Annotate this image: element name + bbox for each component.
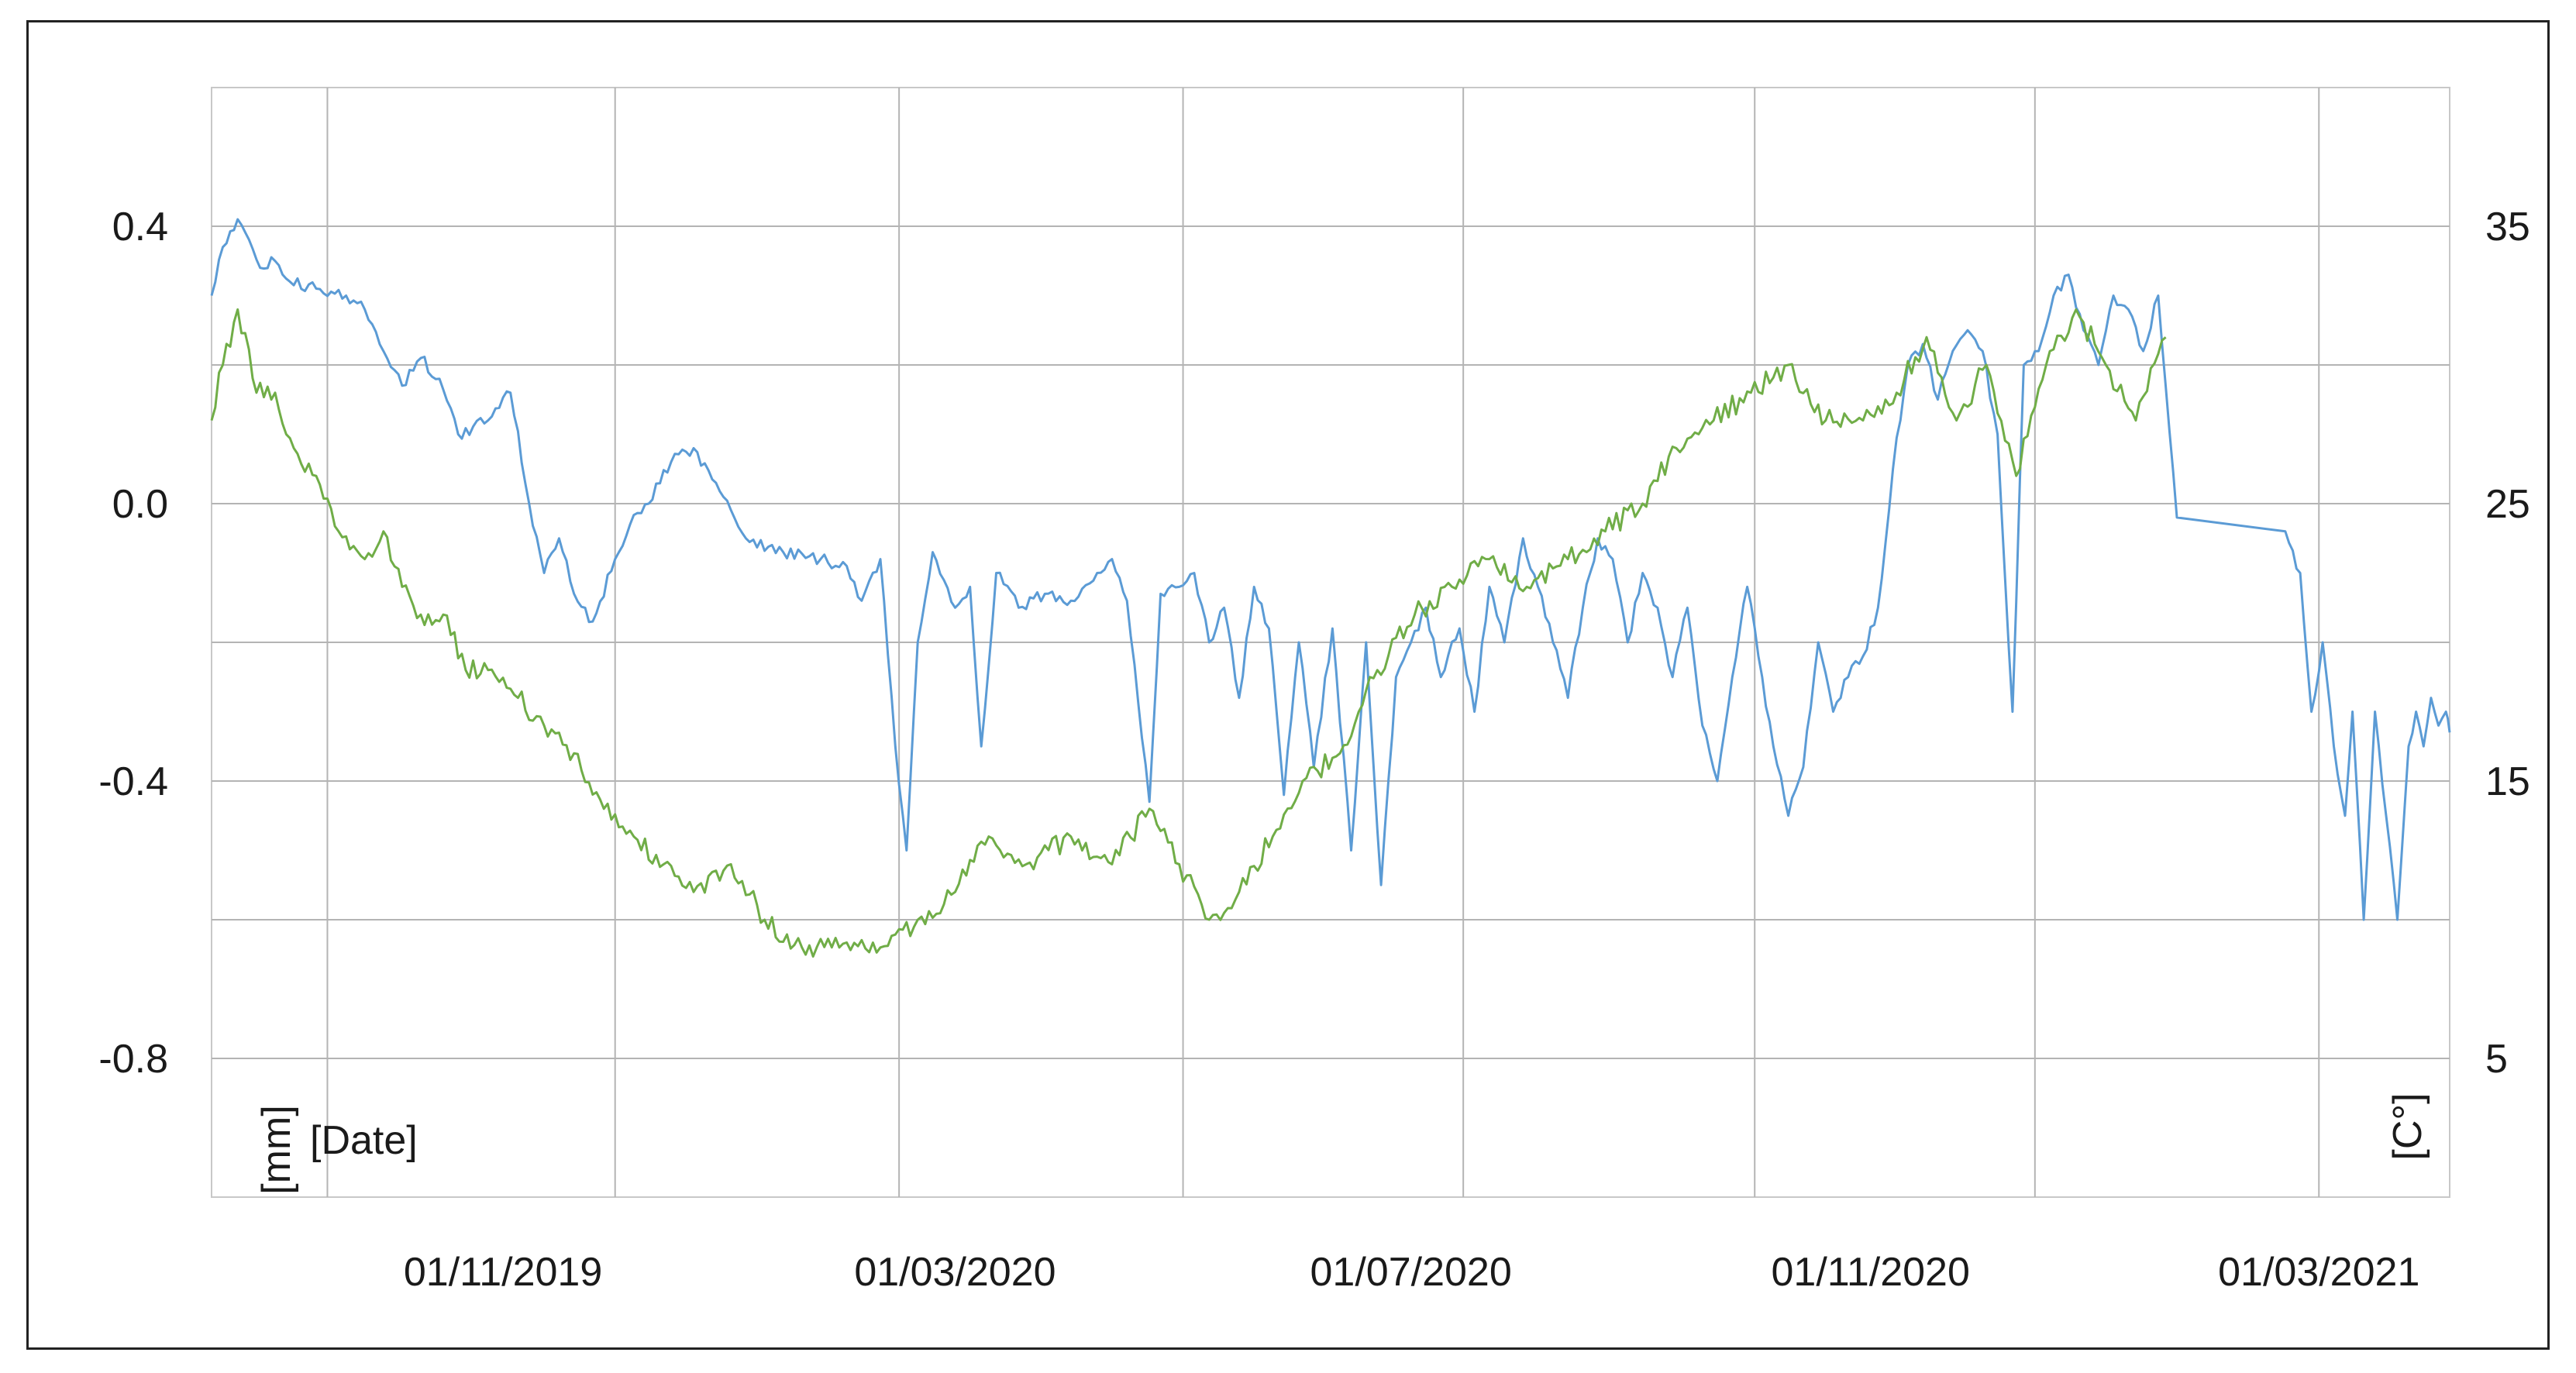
y-left-unit-label: [mm]	[254, 1105, 299, 1195]
y-left-ticks: 0.4 0.0 -0.4 -0.8	[98, 205, 168, 1082]
y-right-tick-label: 25	[2485, 482, 2530, 527]
x-ticks: 01/11/2019 01/03/2020 01/07/2020 01/11/2020…	[404, 1250, 2420, 1295]
y-left-tick-label: -0.8	[98, 1037, 168, 1082]
series-layer	[210, 218, 2451, 958]
x-tick-label: 01/03/2020	[854, 1250, 1056, 1295]
y-left-tick-label: 0.0	[112, 482, 168, 527]
y-right-ticks: 35 25 15 5	[2485, 205, 2530, 1082]
x-tick-label: 01/11/2019	[404, 1250, 602, 1295]
y-right-unit-label: [C°]	[2385, 1093, 2430, 1160]
line-chart: 0.4 0.0 -0.4 -0.8 35 25 15 5 01/11/2019 01/03/2…	[98, 87, 2530, 1295]
y-right-tick-label: 5	[2485, 1037, 2508, 1082]
y-right-tick-label: 35	[2485, 205, 2530, 249]
y-left-tick-label: 0.4	[112, 205, 168, 249]
x-unit-label: [Date]	[310, 1118, 418, 1163]
x-tick-label: 01/03/2021	[2218, 1250, 2419, 1295]
series-line-left	[210, 218, 2451, 921]
x-tick-label: 01/11/2020	[1771, 1250, 1969, 1295]
y-left-tick-label: -0.4	[98, 759, 168, 804]
series-line-right	[210, 308, 2167, 958]
x-tick-label: 01/07/2020	[1310, 1250, 1512, 1295]
y-right-tick-label: 15	[2485, 759, 2530, 804]
chart-frame: 0.4 0.0 -0.4 -0.8 35 25 15 5 01/11/2019 01/03/2…	[26, 20, 2550, 1350]
